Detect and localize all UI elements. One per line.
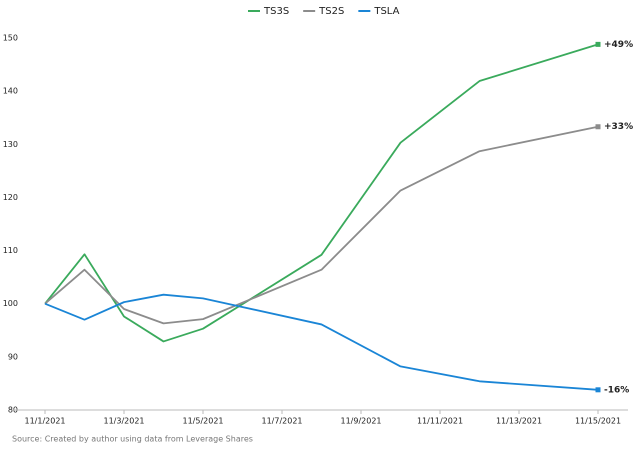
y-tick-label: 130 [3,140,18,149]
x-tick-label: 11/7/2021 [261,417,302,426]
series-line [44,125,599,325]
legend-label: TS2S [318,6,344,17]
y-tick-label: 140 [3,87,18,96]
x-tick-label: 11/15/2021 [575,417,621,426]
end-annotation: -16% [604,385,629,395]
end-marker [595,41,601,47]
x-tick-label: 11/3/2021 [103,417,144,426]
y-tick-label: 100 [3,299,18,308]
legend-label: TSLA [373,6,399,17]
legend-label: TS3S [263,6,289,17]
y-tick-label: 90 [8,352,18,361]
y-tick-label: 120 [3,193,18,202]
end-marker [595,387,601,393]
series-line [44,43,599,343]
x-tick-label: 11/5/2021 [182,417,223,426]
y-tick-label: 150 [3,34,18,43]
legend: TS3S TS2S TSLA [248,6,400,17]
source-note: Source: Created by author using data fro… [12,435,253,444]
x-tick-label: 11/1/2021 [24,417,65,426]
x-tick-label: 11/11/2021 [417,417,463,426]
series-line [44,293,599,391]
y-tick-label: 110 [3,246,18,255]
end-annotation: +33% [604,122,633,132]
end-marker [595,124,601,130]
x-tick-label: 11/9/2021 [340,417,381,426]
x-tick-label: 11/13/2021 [496,417,542,426]
end-annotation: +49% [604,40,633,50]
